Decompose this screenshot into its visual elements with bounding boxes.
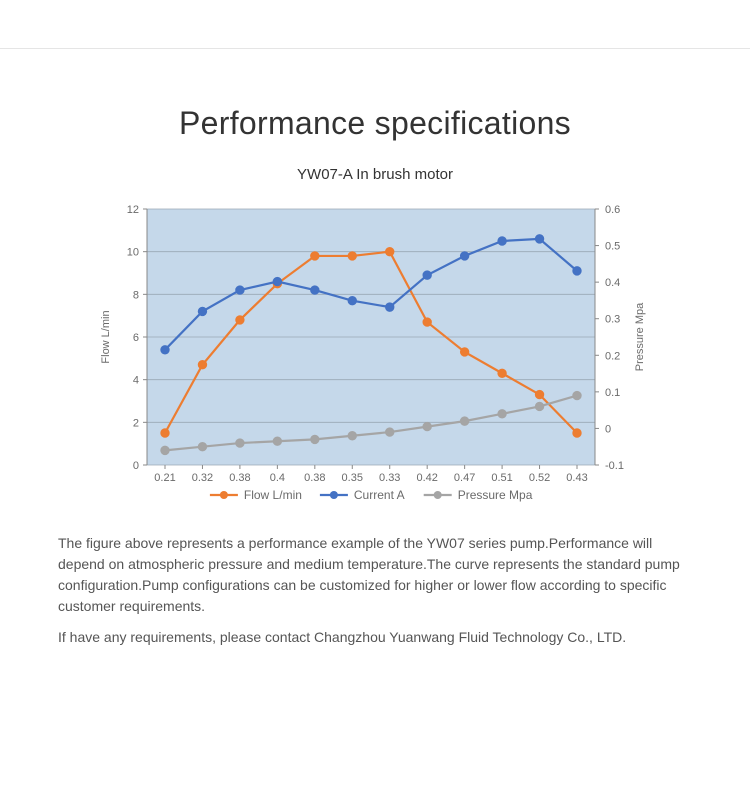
svg-text:0.2: 0.2 <box>605 350 620 362</box>
description-paragraph-2: If have any requirements, please contact… <box>58 627 692 648</box>
svg-text:-0.1: -0.1 <box>605 460 624 472</box>
svg-text:0.21: 0.21 <box>154 472 175 484</box>
svg-text:0: 0 <box>605 423 611 435</box>
svg-text:0.47: 0.47 <box>454 472 475 484</box>
top-divider <box>0 48 750 49</box>
chart-subtitle: YW07-A In brush motor <box>58 166 692 183</box>
svg-text:0.6: 0.6 <box>605 204 620 216</box>
svg-text:12: 12 <box>127 204 139 216</box>
svg-text:0.38: 0.38 <box>304 472 325 484</box>
svg-text:10: 10 <box>127 247 139 259</box>
svg-text:6: 6 <box>133 332 139 344</box>
svg-text:2: 2 <box>133 417 139 429</box>
svg-text:0.52: 0.52 <box>529 472 550 484</box>
description-paragraph-1: The figure above represents a performanc… <box>58 533 692 617</box>
legend-item: Flow L/min <box>244 488 302 502</box>
y-right-axis-label: Pressure Mpa <box>634 302 646 371</box>
svg-text:0.51: 0.51 <box>491 472 512 484</box>
svg-text:0.42: 0.42 <box>416 472 437 484</box>
y-left-axis-label: Flow L/min <box>100 310 112 363</box>
svg-text:0.32: 0.32 <box>192 472 213 484</box>
legend-item: Current A <box>354 488 405 502</box>
svg-text:0.5: 0.5 <box>605 241 620 253</box>
svg-text:8: 8 <box>133 289 139 301</box>
svg-text:0.38: 0.38 <box>229 472 250 484</box>
content: Performance specifications YW07-A In bru… <box>0 0 750 523</box>
performance-chart: 0 2 4 6 8 10 12 -0.1 0 0.1 0.2 0.3 0.4 0.5 0.6 0.21 0.32… <box>85 203 665 523</box>
svg-text:0: 0 <box>133 460 139 472</box>
svg-text:0.4: 0.4 <box>605 277 620 289</box>
svg-text:0.1: 0.1 <box>605 387 620 399</box>
svg-text:0.35: 0.35 <box>342 472 363 484</box>
svg-text:0.3: 0.3 <box>605 314 620 326</box>
svg-text:4: 4 <box>133 375 139 387</box>
svg-text:0.33: 0.33 <box>379 472 400 484</box>
legend-item: Pressure Mpa <box>458 488 533 502</box>
svg-text:0.4: 0.4 <box>270 472 285 484</box>
svg-text:0.43: 0.43 <box>566 472 587 484</box>
page-title: Performance specifications <box>58 105 692 142</box>
